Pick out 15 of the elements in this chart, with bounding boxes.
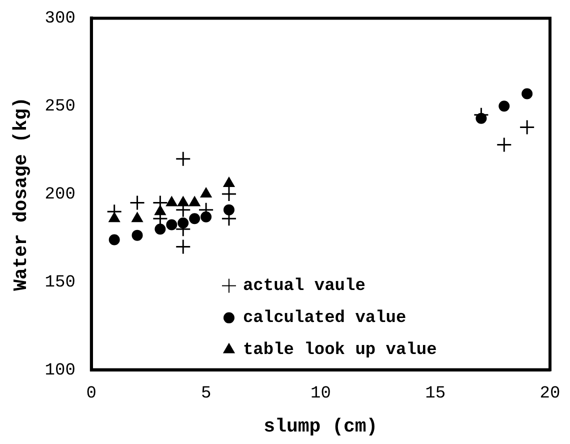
x-tick-label: 5: [200, 384, 212, 404]
y-tick-label: 100: [44, 361, 76, 380]
legend-label: table look up value: [242, 341, 437, 360]
y-tick-label: 250: [44, 98, 76, 117]
x-tick-label: 10: [310, 384, 331, 404]
y-tick-label: 150: [44, 273, 76, 292]
x-tick-label: 15: [425, 384, 446, 404]
x-tick-label: 0: [86, 384, 97, 404]
y-tick-label: 200: [44, 186, 76, 204]
legend-label: actual vaule: [242, 277, 366, 296]
y-tick-label: 300: [44, 10, 76, 29]
x-axis-title: slump (cm): [264, 415, 378, 438]
legend-label: calculated value: [242, 309, 406, 328]
x-tick-label: 20: [540, 384, 560, 404]
y-axis-title: Water dosage (kg): [10, 97, 32, 291]
